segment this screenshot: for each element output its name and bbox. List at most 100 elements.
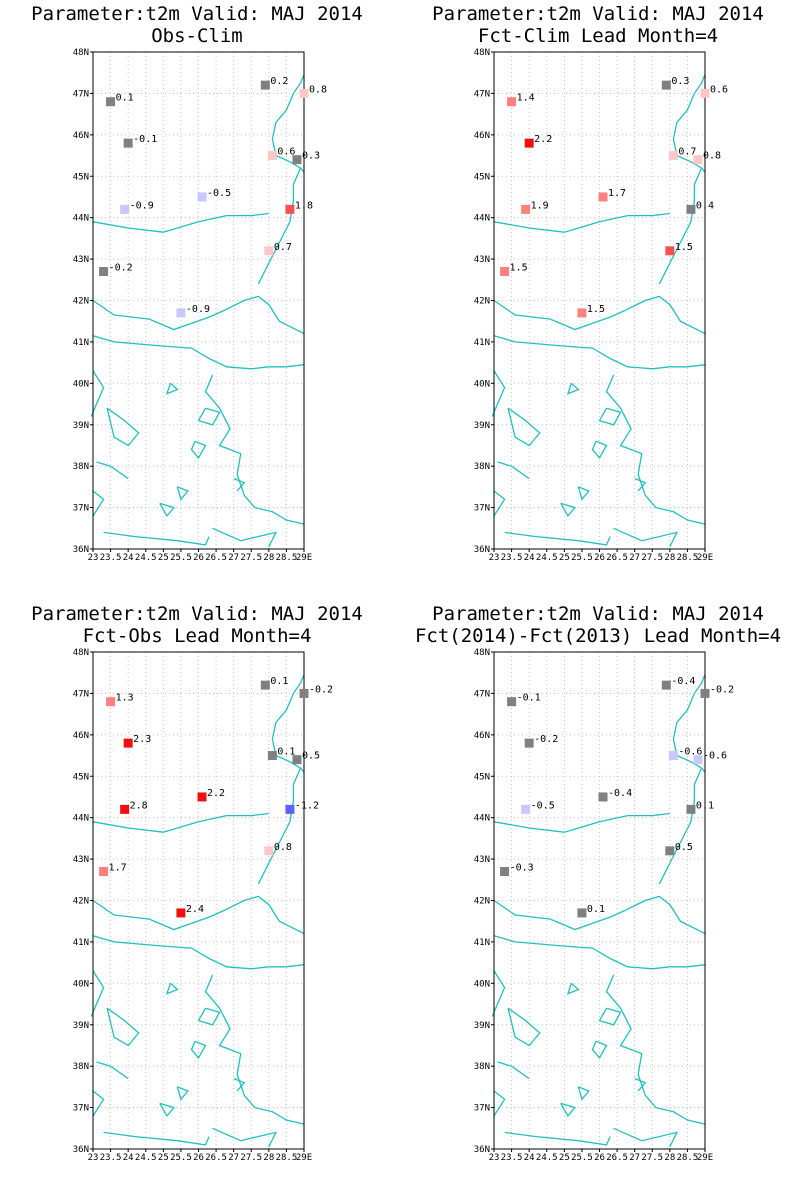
station-marker xyxy=(197,192,207,202)
station-value-label: -0.9 xyxy=(186,304,210,315)
coastline xyxy=(212,1127,278,1148)
coastline xyxy=(159,502,176,518)
station-value-label: 1.9 xyxy=(531,200,549,211)
x-tick-label: 27.5 xyxy=(240,1153,262,1163)
station-value-label: -0.5 xyxy=(207,188,231,199)
station-value-label: -1.2 xyxy=(295,800,319,811)
station-value-label: 0.1 xyxy=(696,800,714,811)
station-marker xyxy=(99,267,109,277)
coastline xyxy=(233,477,246,492)
coastline xyxy=(577,1086,590,1101)
coastline xyxy=(92,295,305,335)
station-marker xyxy=(524,738,534,748)
station-value-label: 0.1 xyxy=(116,93,134,104)
coastline xyxy=(493,212,670,233)
station-value-label: 0.1 xyxy=(277,747,295,758)
y-tick-label: 42N xyxy=(474,297,490,307)
station-marker xyxy=(120,804,130,814)
station-marker xyxy=(507,697,517,707)
coastline xyxy=(176,1086,189,1101)
station-value-label: 1.4 xyxy=(517,93,535,104)
station-marker xyxy=(700,88,710,98)
x-tick-label: 24 xyxy=(123,553,134,563)
station-value-label: -0.2 xyxy=(309,684,333,695)
y-tick-label: 39N xyxy=(474,421,490,431)
coastline xyxy=(176,486,189,501)
x-tick-label: 26.5 xyxy=(606,553,628,563)
y-tick-label: 41N xyxy=(73,338,89,348)
y-tick-label: 41N xyxy=(474,338,490,348)
station-marker xyxy=(598,792,608,802)
station-marker xyxy=(700,688,710,698)
station-value-label: 0.1 xyxy=(587,904,605,915)
station-value-label: 1.5 xyxy=(587,304,605,315)
y-tick-label: 46N xyxy=(474,131,490,141)
station-marker xyxy=(120,204,130,214)
station-marker xyxy=(507,97,517,107)
y-tick-label: 44N xyxy=(474,214,490,224)
station-value-label: -0.9 xyxy=(130,200,154,211)
station-marker xyxy=(260,680,270,690)
x-tick-label: 25.5 xyxy=(170,553,192,563)
x-tick-label: 29E xyxy=(697,1153,713,1163)
x-tick-label: 27.5 xyxy=(240,553,262,563)
station-marker xyxy=(661,80,671,90)
coastline xyxy=(598,1007,622,1026)
station-marker xyxy=(106,697,116,707)
x-tick-label: 25 xyxy=(158,1153,169,1163)
station-marker xyxy=(106,97,116,107)
coastline xyxy=(165,982,179,995)
coastline xyxy=(271,74,305,173)
station-marker xyxy=(668,751,678,761)
station-marker xyxy=(292,155,302,165)
coastline xyxy=(497,1061,530,1080)
station-marker xyxy=(197,792,207,802)
coastline xyxy=(257,767,302,885)
coastline xyxy=(493,812,670,833)
coastline xyxy=(598,407,622,426)
y-tick-label: 47N xyxy=(73,689,89,699)
station-value-label: -0.1 xyxy=(517,693,541,704)
coastline xyxy=(106,407,140,447)
station-marker xyxy=(299,688,309,698)
coastline xyxy=(190,1040,207,1060)
station-value-label: 0.5 xyxy=(675,842,693,853)
station-value-label: -0.4 xyxy=(608,788,632,799)
station-value-label: 0.1 xyxy=(270,676,288,687)
x-tick-label: 28 xyxy=(664,553,675,563)
y-tick-label: 40N xyxy=(474,379,490,389)
y-tick-label: 48N xyxy=(474,648,490,658)
coastline xyxy=(493,895,706,935)
x-tick-label: 26 xyxy=(193,553,204,563)
station-value-label: 0.6 xyxy=(277,147,295,158)
coastline xyxy=(497,461,530,480)
station-marker xyxy=(577,308,587,318)
coastline xyxy=(566,982,580,995)
coastline xyxy=(507,407,541,447)
y-tick-label: 42N xyxy=(73,897,89,907)
x-tick-label: 25 xyxy=(559,553,570,563)
station-marker xyxy=(665,846,675,856)
station-value-label: -0.2 xyxy=(534,734,558,745)
x-tick-label: 24 xyxy=(524,1153,535,1163)
x-tick-label: 26 xyxy=(594,553,605,563)
x-tick-label: 28 xyxy=(263,1153,274,1163)
station-value-label: 2.2 xyxy=(534,134,552,145)
y-tick-label: 43N xyxy=(474,855,490,865)
coastline xyxy=(613,1127,679,1148)
y-tick-label: 47N xyxy=(73,89,89,99)
y-tick-label: 37N xyxy=(474,504,490,514)
station-value-label: 0.4 xyxy=(696,200,714,211)
coastline xyxy=(493,935,706,970)
coastline xyxy=(204,974,305,1125)
station-value-label: 0.6 xyxy=(710,84,728,95)
station-marker xyxy=(99,867,109,877)
station-marker xyxy=(123,738,133,748)
x-tick-label: 25 xyxy=(559,1153,570,1163)
coastline xyxy=(658,167,703,285)
map-panel-4: Parameter:t2m Valid: MAJ 2014Fct(2014)-F… xyxy=(415,603,781,1163)
station-marker xyxy=(598,192,608,202)
panel-title: Parameter:t2m Valid: MAJ 2014 xyxy=(31,603,363,625)
